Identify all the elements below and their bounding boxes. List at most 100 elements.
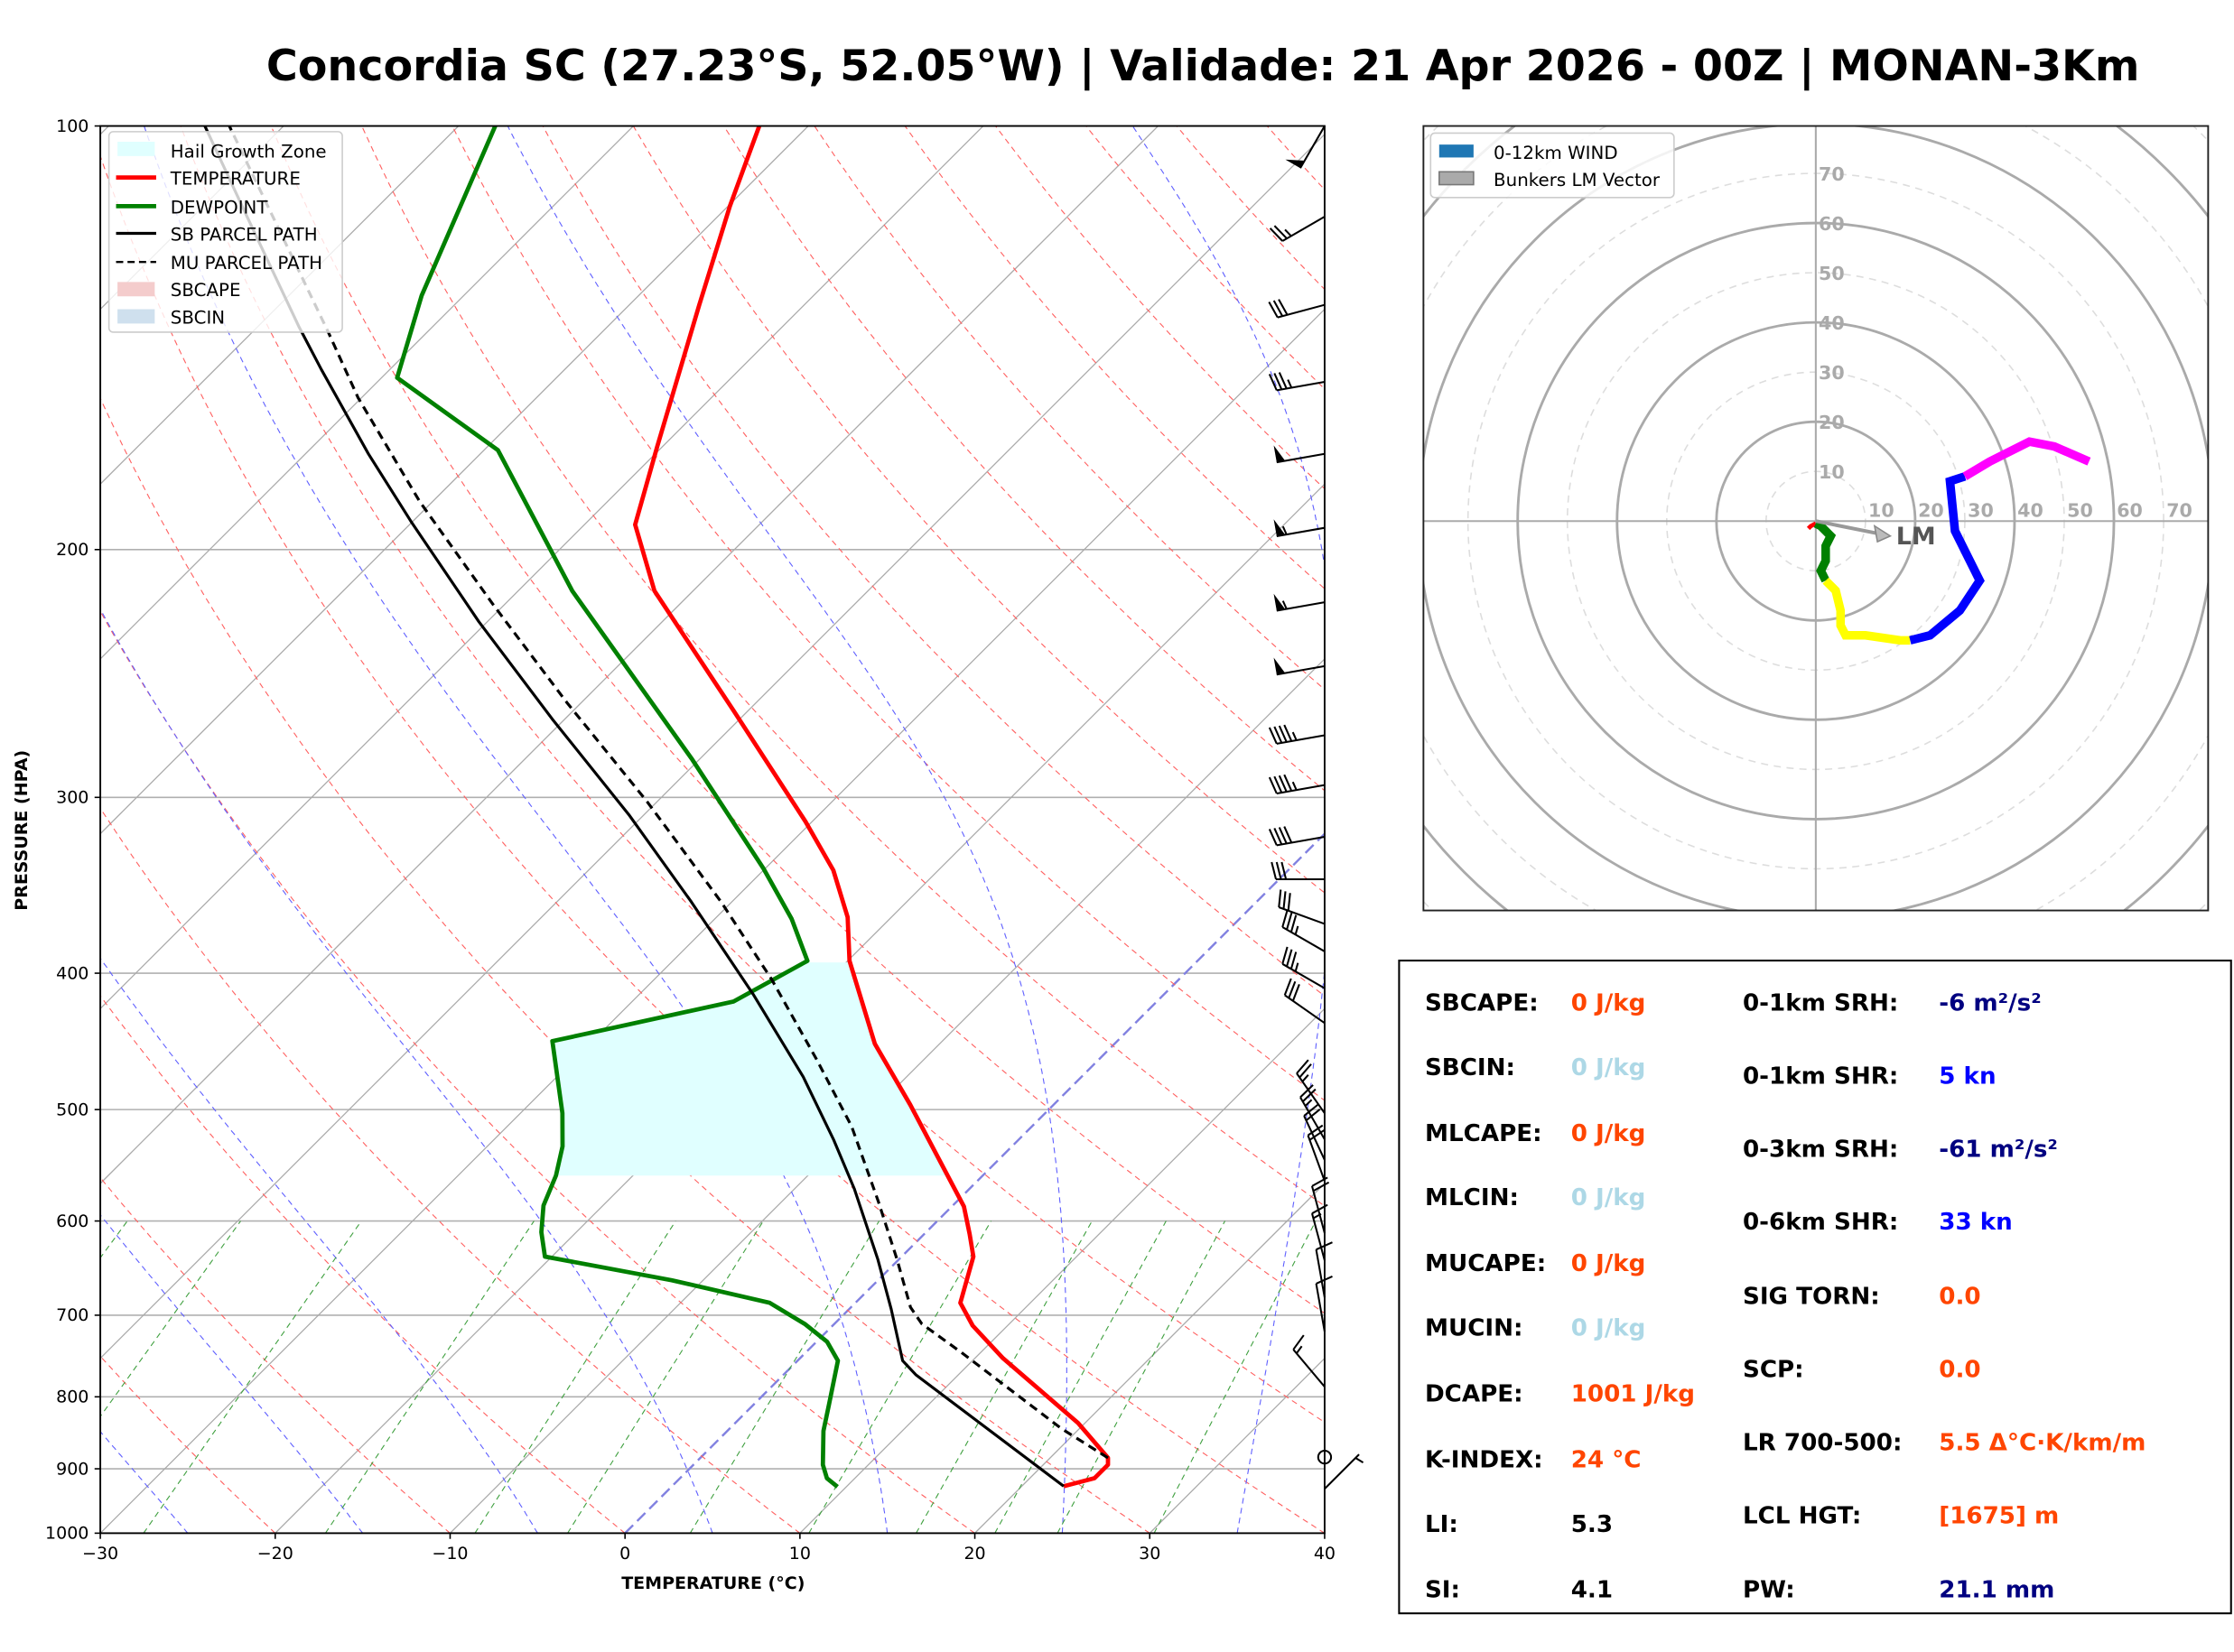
stat-label: SCP: bbox=[1743, 1357, 1804, 1384]
stat-label: MLCIN: bbox=[1425, 1184, 1519, 1211]
mixing-ratio-line bbox=[808, 1220, 992, 1534]
barb-full bbox=[1273, 775, 1283, 794]
stat-value: 0 J/kg bbox=[1571, 1250, 1646, 1277]
isotherm bbox=[100, 308, 1325, 1534]
wind-barb bbox=[1271, 861, 1325, 881]
barb-staff bbox=[1281, 926, 1326, 952]
barb-staff bbox=[1324, 1453, 1360, 1490]
isotherm bbox=[100, 125, 284, 311]
stat-label: SI: bbox=[1425, 1577, 1460, 1604]
barb-staff bbox=[1276, 380, 1326, 392]
legend-swatch-sbcin bbox=[117, 309, 155, 324]
legend-label-sb-parcel: SB PARCEL PATH bbox=[171, 224, 318, 245]
barb-full bbox=[1273, 828, 1283, 845]
y-tick-label: 600 bbox=[56, 1211, 88, 1231]
barb-full bbox=[1273, 726, 1283, 744]
hodo-ring-dashed bbox=[1423, 125, 2209, 911]
barb-half bbox=[1296, 1345, 1303, 1354]
legend-swatch-hail bbox=[117, 141, 155, 156]
barb-half bbox=[1294, 925, 1299, 935]
hodo-ring-label-u: 10 bbox=[1868, 499, 1894, 521]
hodo-ring-label-v: 10 bbox=[1819, 461, 1845, 483]
hodo-ring-label-u: 20 bbox=[1918, 499, 1944, 521]
barb-full bbox=[1302, 1088, 1317, 1103]
hodo-ring-label-v: 50 bbox=[1819, 263, 1845, 284]
barb-full bbox=[1269, 227, 1283, 242]
isotherm bbox=[275, 483, 1325, 1534]
hodo-legend-swatch-lm bbox=[1438, 171, 1475, 186]
isotherm bbox=[100, 133, 1325, 1360]
barb-full bbox=[1268, 727, 1278, 745]
stat-label: SBCIN: bbox=[1425, 1054, 1515, 1081]
bunkers-lm-label: LM bbox=[1896, 523, 1936, 551]
barb-full bbox=[1278, 889, 1282, 908]
mixing-ratio-line bbox=[143, 1220, 362, 1534]
stats-panel: SBCAPE: 0 J/kg SBCIN: 0 J/kg MLCAPE: 0 J/kg ML… bbox=[1398, 960, 2232, 1615]
hodograph-frame bbox=[1422, 125, 2210, 912]
dry-adiabat bbox=[814, 125, 1325, 691]
barb-flag bbox=[1273, 445, 1286, 463]
mixing-ratio-line bbox=[324, 1220, 535, 1534]
stat-label: PW: bbox=[1743, 1577, 1795, 1604]
stat-label: 0-6km SHR: bbox=[1743, 1209, 1898, 1236]
barb-full bbox=[1286, 949, 1293, 967]
isotherm bbox=[100, 125, 460, 486]
hodograph-trace: LM bbox=[1806, 437, 2091, 645]
mu-parcel-line bbox=[228, 125, 1109, 1460]
x-tick-label: 10 bbox=[789, 1544, 811, 1564]
x-tick-label: 40 bbox=[1314, 1544, 1336, 1564]
barb-half bbox=[1284, 228, 1292, 237]
wind-barb bbox=[1269, 216, 1326, 242]
wind-barb bbox=[1283, 978, 1326, 1025]
barb-half bbox=[1291, 731, 1298, 741]
barb-half bbox=[1291, 781, 1298, 791]
barb-full bbox=[1278, 372, 1288, 389]
mixing-ratio-line bbox=[994, 1220, 1167, 1534]
hodo-legend-label-wind: 0-12km WIND bbox=[1494, 143, 1618, 163]
y-tick-label: 400 bbox=[56, 963, 88, 983]
barb-half bbox=[1294, 962, 1299, 972]
barb-flag bbox=[1273, 657, 1286, 675]
barb-full bbox=[1272, 300, 1284, 317]
hodo-ring-label-v: 20 bbox=[1819, 412, 1845, 433]
hodo-ring-label-u: 60 bbox=[2117, 499, 2143, 521]
stat-value: 0 J/kg bbox=[1571, 1315, 1646, 1342]
hodo-ring-label-v: 60 bbox=[1819, 213, 1845, 235]
dry-adiabat bbox=[361, 125, 1325, 1207]
x-tick-label: −20 bbox=[257, 1544, 293, 1564]
moist-adiabat bbox=[100, 1431, 189, 1534]
stat-label: LI: bbox=[1425, 1511, 1458, 1538]
stat-value: 1001 J/kg bbox=[1571, 1380, 1695, 1407]
hodo-segment-red bbox=[1806, 521, 1817, 531]
wind-barb bbox=[1273, 593, 1326, 612]
barb-full bbox=[1296, 1059, 1309, 1074]
hodo-ring-label-v: 70 bbox=[1819, 163, 1845, 185]
stat-label: K-INDEX: bbox=[1425, 1446, 1543, 1473]
hodograph-legend: 0-12km WIND Bunkers LM Vector bbox=[1429, 132, 1675, 199]
hodo-segment-blue bbox=[1909, 472, 1985, 645]
barb-full bbox=[1288, 980, 1297, 998]
barb-staff bbox=[1276, 835, 1326, 847]
barb-full bbox=[1286, 912, 1293, 931]
y-tick-label: 300 bbox=[56, 788, 88, 808]
barb-staff bbox=[1281, 216, 1326, 242]
stat-value: 5 kn bbox=[1939, 1063, 1996, 1090]
barb-half bbox=[1287, 379, 1293, 388]
stat-value: 0.0 bbox=[1939, 1357, 1980, 1384]
hodo-ring-label-u: 70 bbox=[2166, 499, 2192, 521]
barb-full bbox=[1292, 1334, 1305, 1350]
wind-barb bbox=[1285, 125, 1326, 169]
barb-full bbox=[1280, 861, 1288, 880]
dry-adiabat bbox=[723, 125, 1325, 792]
legend-label-dewpoint: DEWPOINT bbox=[171, 197, 269, 218]
moist-adiabat bbox=[100, 1213, 364, 1534]
dry-adiabat bbox=[632, 125, 1325, 894]
y-tick-label: 500 bbox=[56, 1100, 88, 1119]
stat-label: MUCIN: bbox=[1425, 1315, 1523, 1342]
hodograph-rings: 10 10 20 20 30 30 40 40 50 50 60 60 70 70 bbox=[1423, 125, 2209, 911]
barb-full bbox=[1291, 984, 1300, 1002]
mixing-ratio-line bbox=[1153, 1220, 1317, 1534]
hodo-segment-magenta bbox=[1962, 437, 2091, 480]
hodo-legend-box bbox=[1429, 132, 1675, 199]
